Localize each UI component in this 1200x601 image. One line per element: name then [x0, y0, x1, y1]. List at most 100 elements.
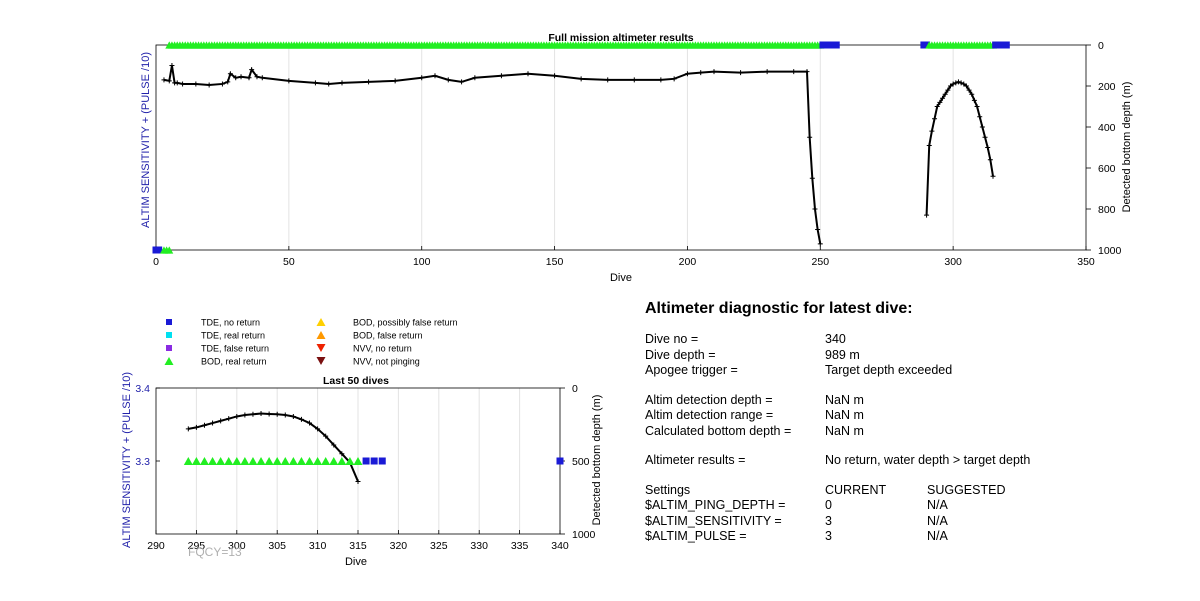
legend-label: BOD, real return: [201, 357, 267, 367]
x-tick-label: 310: [309, 540, 327, 552]
depth-point: [339, 451, 345, 457]
depth-point: [982, 134, 988, 140]
legend-label: BOD, false return: [353, 331, 423, 341]
depth-point: [979, 124, 985, 130]
diagnostic-value: 3: [825, 513, 832, 528]
depth-point: [326, 81, 332, 87]
depth-point: [286, 78, 292, 84]
depth-point: [166, 78, 172, 84]
bottom-chart-title: Last 50 dives: [323, 375, 389, 387]
depth-point: [791, 69, 797, 75]
full-mission-chart: 0 50 100 150 200 250 300 350 0 200 400 600 800 1000 F…: [140, 32, 1133, 284]
depth-point: [929, 128, 935, 134]
diagnostic-label: Dive depth =: [645, 347, 716, 362]
depth-point: [472, 75, 478, 81]
diagnostic-label: Dive no =: [645, 332, 699, 346]
status-marker-bod_real_return: [345, 456, 355, 466]
settings-row: $ALTIM_PING_DEPTH = 0 N/A: [645, 498, 1165, 514]
diagnostic-value: No return, water depth > target depth: [825, 453, 1031, 467]
depth-point: [219, 81, 225, 87]
depth-point: [392, 78, 398, 84]
depth-point: [552, 73, 558, 79]
top-chart-xlabel: Dive: [610, 272, 632, 284]
diagnostic-row: Dive no = 340: [645, 332, 1165, 348]
depth-point: [934, 104, 940, 109]
diagnostic-title: Altimeter diagnostic for latest dive:: [645, 300, 913, 317]
depth-point: [259, 75, 265, 81]
depth-point: [246, 75, 252, 81]
depth-point: [525, 71, 531, 77]
fqcy-label: FQCY=13: [188, 545, 242, 559]
depth-point: [578, 76, 584, 82]
status-marker-bod_real_return: [208, 456, 218, 466]
depth-point: [985, 145, 991, 150]
x-tick-label: 100: [413, 256, 431, 268]
x-tick-label: 325: [430, 540, 448, 552]
diagnostic-row: Altim detection range = NaN m: [645, 408, 1165, 424]
bottom-chart-xlabel: Dive: [345, 556, 367, 568]
diagnostic-row: Altim detection depth = NaN m: [645, 393, 1165, 409]
depth-point: [932, 116, 938, 122]
x-tick-label: 340: [551, 540, 569, 552]
depth-point: [963, 83, 969, 89]
x-tick-label: 300: [228, 540, 246, 552]
status-marker-tde_no_return: [923, 41, 931, 49]
depth-point: [942, 91, 948, 97]
depth-point: [459, 79, 465, 85]
status-marker-tde_no_return: [832, 41, 840, 49]
y-right-tick-label: 600: [1098, 163, 1116, 175]
diagnostic-row: Dive depth = 989 m: [645, 348, 1165, 364]
diagnostic-label: $ALTIM_SENSITIVITY =: [645, 513, 782, 528]
diagnostic-value: 0: [825, 498, 832, 512]
depth-point: [953, 80, 959, 86]
top-chart-markers: [152, 41, 1010, 254]
depth-point: [974, 104, 980, 109]
legend: TDE, no return TDE, real return TDE, false…: [164, 317, 458, 367]
status-marker-bod_real_return: [199, 456, 209, 466]
settings-row: $ALTIM_PULSE = 3 N/A: [645, 529, 1165, 545]
diagnostic-label: Altim detection range =: [645, 408, 774, 422]
x-tick-label: 200: [679, 256, 697, 268]
x-tick-label: 295: [188, 540, 206, 552]
depth-point: [169, 63, 175, 68]
depth-point: [323, 433, 329, 439]
depth-point: [804, 69, 810, 75]
x-tick-label: 0: [153, 256, 159, 268]
legend-marker: [316, 317, 326, 327]
top-chart-title: Full mission altimeter results: [548, 32, 693, 44]
depth-point: [671, 76, 677, 82]
legend-label: TDE, false return: [201, 344, 269, 354]
status-marker-bod_real_return: [256, 456, 266, 466]
depth-point: [193, 81, 199, 87]
depth-point: [698, 70, 704, 76]
depth-point: [990, 173, 996, 179]
y-right-tick-label: 500: [572, 456, 590, 468]
x-tick-label: 150: [546, 256, 564, 268]
top-chart-series: [161, 63, 996, 247]
diagnostic-value: CURRENT: [825, 482, 887, 497]
bottom-chart-markers: [183, 456, 564, 466]
status-marker-bod_real_return: [165, 246, 174, 254]
status-marker-bod_real_return: [216, 456, 226, 466]
depth-point: [817, 241, 823, 247]
depth-point: [290, 413, 296, 419]
depth-point: [987, 157, 993, 163]
depth-point: [274, 411, 280, 417]
diagnostic-value: N/A: [927, 529, 948, 543]
depth-point: [193, 424, 199, 430]
diagnostic-value: 340: [825, 332, 846, 346]
diagnostic-value: 989 m: [825, 347, 860, 362]
settings-row: $ALTIM_SENSITIVITY = 3 N/A: [645, 514, 1165, 530]
diagnostic-label: Calculated bottom depth =: [645, 423, 792, 438]
legend-marker: [166, 319, 172, 325]
depth-point: [977, 114, 983, 120]
bottom-chart-series: [185, 411, 361, 484]
depth-point: [950, 81, 956, 87]
diagnostic-value: N/A: [927, 498, 948, 512]
depth-point: [631, 77, 637, 83]
depth-point: [961, 81, 967, 87]
depth-point: [815, 227, 821, 232]
x-tick-label: 320: [390, 540, 408, 552]
depth-point: [419, 75, 425, 81]
depth-point: [658, 77, 664, 83]
